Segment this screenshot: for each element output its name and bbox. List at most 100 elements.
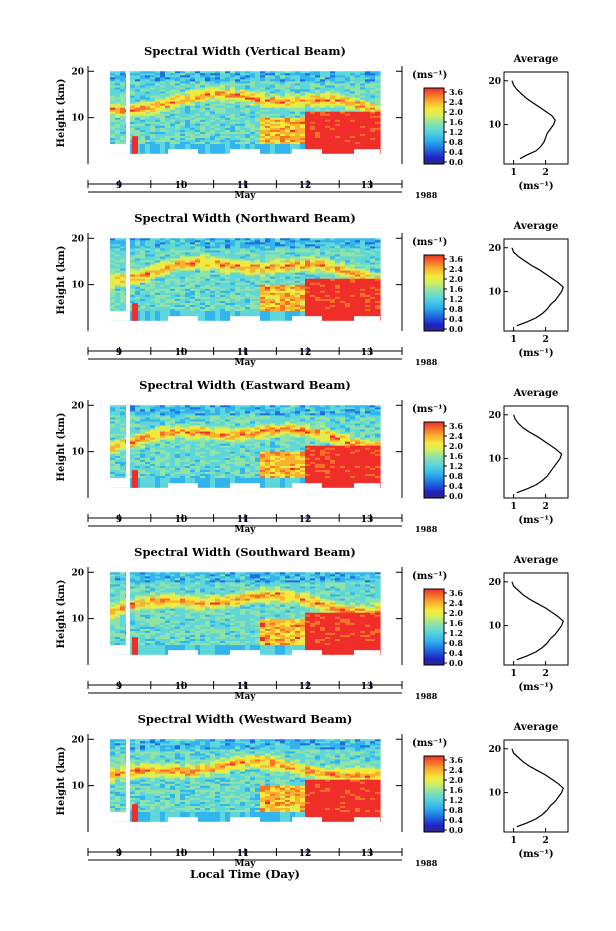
data-gap xyxy=(354,483,380,498)
day-axis-marker xyxy=(117,683,121,687)
colorbar-tick-label: 0.4 xyxy=(449,314,463,324)
colorbar-tick-label: 0.4 xyxy=(449,147,463,157)
day-tick-label: 9 xyxy=(116,849,122,859)
colorbar-tick-label: 3.6 xyxy=(449,87,463,97)
average-x-label: (ms⁻¹) xyxy=(518,682,553,693)
data-gap xyxy=(292,650,322,665)
y-tick-label: 20 xyxy=(71,401,84,411)
average-y-tick-label: 10 xyxy=(488,455,501,465)
colorbar-tick-label: 0.0 xyxy=(449,825,463,835)
average-x-tick-label: 2 xyxy=(542,335,548,345)
average-profile-line xyxy=(511,581,564,661)
colorbar-tick-label: 2.4 xyxy=(449,598,463,608)
panel-title: Spectral Width (Westward Beam) xyxy=(138,712,353,726)
month-label: May xyxy=(234,191,256,201)
day-tick-label: 9 xyxy=(116,515,122,525)
x-axis-label: Local Time (Day) xyxy=(190,867,300,881)
day-tick-label: 10 xyxy=(175,181,188,191)
year-label: 1988 xyxy=(415,524,438,534)
day-axis-marker xyxy=(180,182,184,186)
y-axis-label: Height (km) xyxy=(56,79,67,148)
day-axis-marker xyxy=(306,516,310,520)
average-frame xyxy=(503,71,569,165)
y-axis-label: Height (km) xyxy=(56,580,67,649)
data-gap xyxy=(292,483,322,498)
average-title: Average xyxy=(513,555,559,566)
day-tick-label: 10 xyxy=(175,849,188,859)
average-x-tick-label: 2 xyxy=(542,502,548,512)
data-gap xyxy=(292,316,322,331)
colorbar-tick-label: 0.8 xyxy=(449,638,463,648)
data-gap xyxy=(126,572,130,646)
day-tick-label: 12 xyxy=(299,348,312,358)
average-x-tick-label: 1 xyxy=(510,168,516,178)
day-tick-label: 12 xyxy=(299,181,312,191)
average-profile-line xyxy=(511,247,564,327)
colorbar-tick-label: 0.8 xyxy=(449,471,463,481)
red-column xyxy=(132,637,138,655)
day-axis-marker xyxy=(306,850,310,854)
colorbar-tick-label: 0.8 xyxy=(449,304,463,314)
year-label: 1988 xyxy=(415,691,438,701)
colorbar-unit-label: (ms⁻¹) xyxy=(412,404,447,415)
data-gap xyxy=(168,149,198,164)
day-axis-marker xyxy=(117,516,121,520)
data-gap xyxy=(126,238,130,312)
average-title: Average xyxy=(513,722,559,733)
average-y-tick-label: 20 xyxy=(488,244,501,254)
average-x-tick-label: 1 xyxy=(510,335,516,345)
day-tick-label: 11 xyxy=(237,348,250,358)
data-gap xyxy=(168,817,198,832)
colorbar-tick-label: 2.0 xyxy=(449,775,463,785)
day-tick-label: 13 xyxy=(361,515,374,525)
average-profile-line xyxy=(513,414,563,494)
day-axis-marker xyxy=(243,850,247,854)
average-frame xyxy=(503,572,569,666)
colorbar-tick-label: 2.4 xyxy=(449,431,463,441)
average-frame xyxy=(503,405,569,499)
colorbar-tick-label: 0.8 xyxy=(449,137,463,147)
red-column xyxy=(132,804,138,822)
day-tick-label: 11 xyxy=(237,682,250,692)
y-tick-label: 10 xyxy=(71,782,84,792)
day-axis-marker xyxy=(117,182,121,186)
panel-1: Spectral Width (Northward Beam) 20 10 Heigh… xyxy=(56,211,569,368)
data-gap xyxy=(126,71,130,145)
day-tick-label: 10 xyxy=(175,348,188,358)
data-gap xyxy=(110,311,130,321)
data-gap xyxy=(168,483,198,498)
panel-3: Spectral Width (Southward Beam) 20 10 Heigh… xyxy=(56,545,569,702)
panel-title: Spectral Width (Vertical Beam) xyxy=(144,44,346,58)
colorbar-tick-label: 1.2 xyxy=(449,628,463,638)
average-x-tick-label: 2 xyxy=(542,168,548,178)
day-axis-marker xyxy=(306,349,310,353)
data-gap xyxy=(354,316,380,331)
data-gap xyxy=(110,144,130,154)
average-y-tick-label: 20 xyxy=(488,77,501,87)
average-title: Average xyxy=(513,388,559,399)
day-tick-label: 10 xyxy=(175,515,188,525)
average-profile-line xyxy=(511,80,556,160)
data-gap xyxy=(126,739,130,813)
day-axis-marker xyxy=(243,349,247,353)
colorbar-unit-label: (ms⁻¹) xyxy=(412,70,447,81)
colorbar-tick-label: 2.0 xyxy=(449,274,463,284)
heatmap-2 xyxy=(110,405,381,498)
day-tick-label: 12 xyxy=(299,682,312,692)
heatmap-3 xyxy=(110,572,381,665)
colorbar-tick-label: 1.2 xyxy=(449,127,463,137)
y-axis-label: Height (km) xyxy=(56,413,67,482)
colorbar-tick-label: 0.0 xyxy=(449,658,463,668)
colorbar xyxy=(423,421,445,499)
y-tick-label: 20 xyxy=(71,234,84,244)
data-gap xyxy=(110,478,130,488)
red-column xyxy=(132,470,138,488)
day-axis-marker xyxy=(369,516,373,520)
average-x-label: (ms⁻¹) xyxy=(518,181,553,192)
average-x-tick-label: 2 xyxy=(542,669,548,679)
average-x-label: (ms⁻¹) xyxy=(518,849,553,860)
colorbar-tick-label: 3.6 xyxy=(449,421,463,431)
y-tick-label: 10 xyxy=(71,281,84,291)
y-axis-label: Height (km) xyxy=(56,747,67,816)
colorbar-tick-label: 2.0 xyxy=(449,441,463,451)
